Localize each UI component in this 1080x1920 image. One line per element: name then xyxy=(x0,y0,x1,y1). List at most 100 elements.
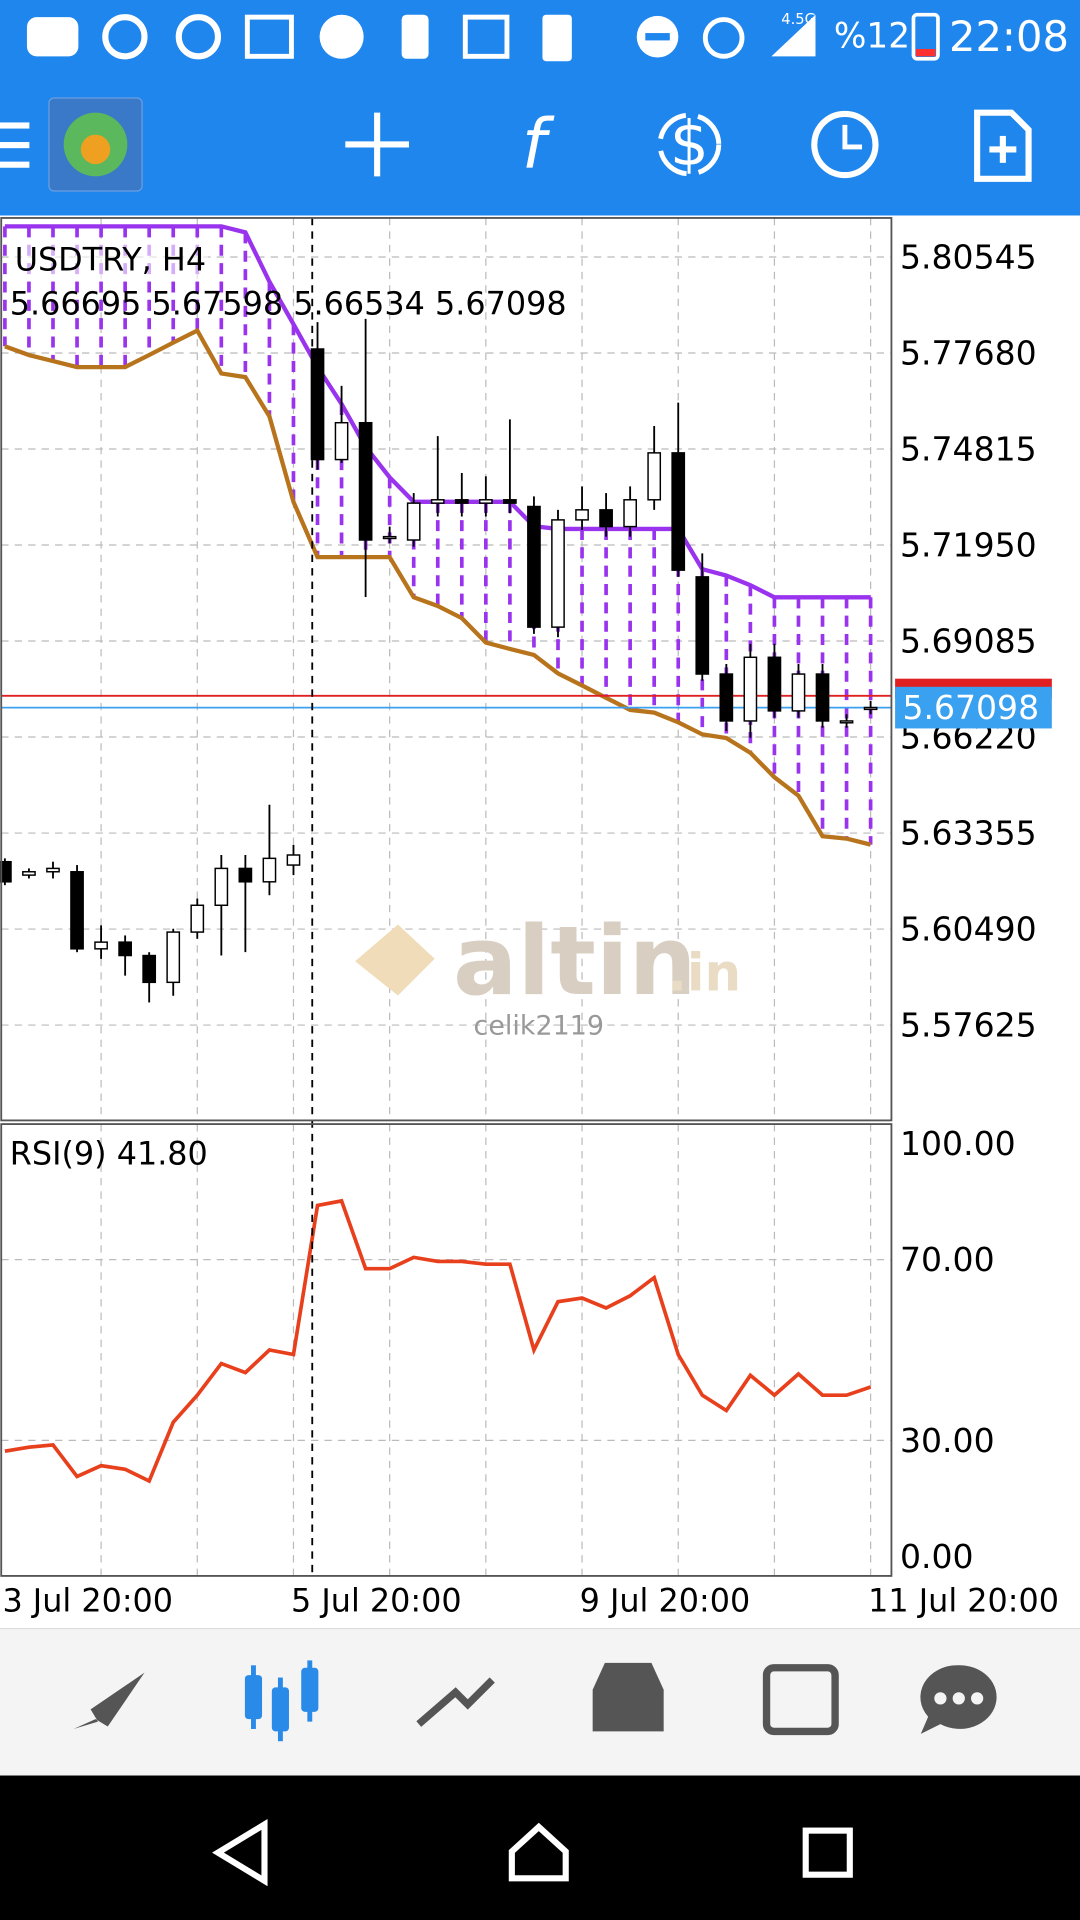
alarm-icon xyxy=(702,17,745,59)
y-tick-label: 5.74815 xyxy=(900,430,1037,469)
candle-body xyxy=(767,656,782,712)
candle-body xyxy=(286,854,301,866)
clock-hands xyxy=(842,124,863,150)
candle-body xyxy=(430,499,445,504)
title-backdrop xyxy=(12,242,209,282)
watermark-suffix: .in xyxy=(667,943,741,1003)
candle-body xyxy=(863,706,878,711)
gallery-icon xyxy=(244,14,294,59)
news-tab[interactable] xyxy=(762,1664,839,1736)
chart-background xyxy=(0,215,1080,1629)
candle-body xyxy=(214,867,229,907)
y-tick-label: 70.00 xyxy=(900,1240,995,1279)
trade-tab[interactable] xyxy=(416,1677,495,1727)
candle-body xyxy=(190,904,205,933)
rsi-title: RSI(9) 41.80 xyxy=(10,1134,208,1172)
clock: 22:08 xyxy=(949,12,1069,61)
watermark-brand: altin xyxy=(453,905,697,1017)
x-tick-label: 3 Jul 20:00 xyxy=(2,1581,173,1619)
app-icon xyxy=(102,14,148,60)
candle-body xyxy=(0,860,12,883)
watermark-logo xyxy=(355,924,435,996)
trade-ring xyxy=(657,112,722,177)
candle-body xyxy=(599,509,613,528)
quotes-tab[interactable] xyxy=(73,1672,145,1729)
candle-body xyxy=(551,519,565,628)
status-icons xyxy=(26,12,940,62)
candle-body xyxy=(142,954,157,984)
y-tick-label: 100.00 xyxy=(900,1124,1016,1163)
y-tick-label: 5.63355 xyxy=(900,814,1037,853)
candle-body xyxy=(575,509,589,521)
recents-button[interactable] xyxy=(802,1827,853,1878)
watermark: altin .in celik2119 xyxy=(355,905,741,1042)
msg-icon xyxy=(26,17,79,57)
candle-body xyxy=(527,505,541,628)
chart-title: USDTRY, H4 xyxy=(15,241,206,279)
back-button[interactable] xyxy=(212,1819,268,1887)
candle-body xyxy=(406,502,421,541)
dot-icon xyxy=(319,14,364,59)
candle-body xyxy=(454,499,469,504)
rsi-frame xyxy=(0,1123,893,1577)
y-tick-label: 5.80545 xyxy=(900,237,1037,276)
bottom-toolbar xyxy=(0,1628,1080,1776)
bid-label: 5.67098 xyxy=(902,688,1039,727)
history-tab[interactable] xyxy=(592,1662,664,1732)
bid-label-box xyxy=(895,686,1052,729)
home-button[interactable] xyxy=(508,1822,569,1882)
candle-body xyxy=(70,871,84,950)
chat-dots xyxy=(934,1692,984,1705)
price-levels xyxy=(1,694,892,709)
plus xyxy=(989,135,1017,163)
timeframe-button[interactable] xyxy=(811,110,879,179)
y-tick-label: 5.57625 xyxy=(900,1006,1037,1045)
candle-body xyxy=(334,421,349,461)
rsi-panel xyxy=(4,1198,872,1484)
menu-button[interactable] xyxy=(0,122,30,168)
candle-body xyxy=(695,576,710,675)
logo-badge xyxy=(80,134,111,165)
candles xyxy=(0,318,878,1003)
chart-tab[interactable] xyxy=(244,1660,319,1742)
price-grid xyxy=(1,256,892,1026)
x-tick-label: 5 Jul 20:00 xyxy=(291,1581,462,1619)
candle-body xyxy=(671,452,686,571)
candle-body xyxy=(503,499,517,504)
template-button[interactable] xyxy=(974,109,1032,182)
watermark-user: celik2119 xyxy=(474,1011,604,1042)
candle-body xyxy=(719,673,734,722)
y-tick-label: 5.69085 xyxy=(900,622,1037,661)
candle-body xyxy=(815,673,830,722)
nav-bar xyxy=(0,1775,1080,1920)
axes: 3 Jul 20:00 5 Jul 20:00 9 Jul 20:00 11 Jul … xyxy=(2,237,1059,1619)
battery-saver-icon xyxy=(542,14,572,62)
candle-body xyxy=(791,673,806,712)
candle-body xyxy=(118,941,132,957)
candle-body xyxy=(22,871,36,876)
battery-icon xyxy=(911,12,940,61)
candle-body xyxy=(623,499,637,528)
candle-body xyxy=(238,867,253,883)
candle-body xyxy=(310,348,325,461)
ohlc-text: 5.66695 5.67598 5.66534 5.67098 xyxy=(10,285,567,323)
y-tick-label: 5.60490 xyxy=(900,910,1037,949)
candle-body xyxy=(46,867,60,873)
calendar-icon xyxy=(462,14,510,59)
y-tick-label: 30.00 xyxy=(900,1421,995,1460)
alert-icon xyxy=(401,14,429,59)
battery-level xyxy=(915,48,936,57)
candle-body xyxy=(839,720,854,724)
y-tick-label: 5.71950 xyxy=(900,526,1037,565)
candle-body xyxy=(94,941,108,950)
candle-body xyxy=(478,499,493,504)
crosshair-button[interactable] xyxy=(345,112,409,177)
dnd-bar xyxy=(645,33,670,41)
x-tick-label: 9 Jul 20:00 xyxy=(580,1581,751,1619)
rsi-line xyxy=(4,1198,872,1484)
toolbar: f $ xyxy=(0,97,1032,192)
y-tick-label: 0.00 xyxy=(900,1537,974,1576)
chrome-icon xyxy=(175,14,222,60)
